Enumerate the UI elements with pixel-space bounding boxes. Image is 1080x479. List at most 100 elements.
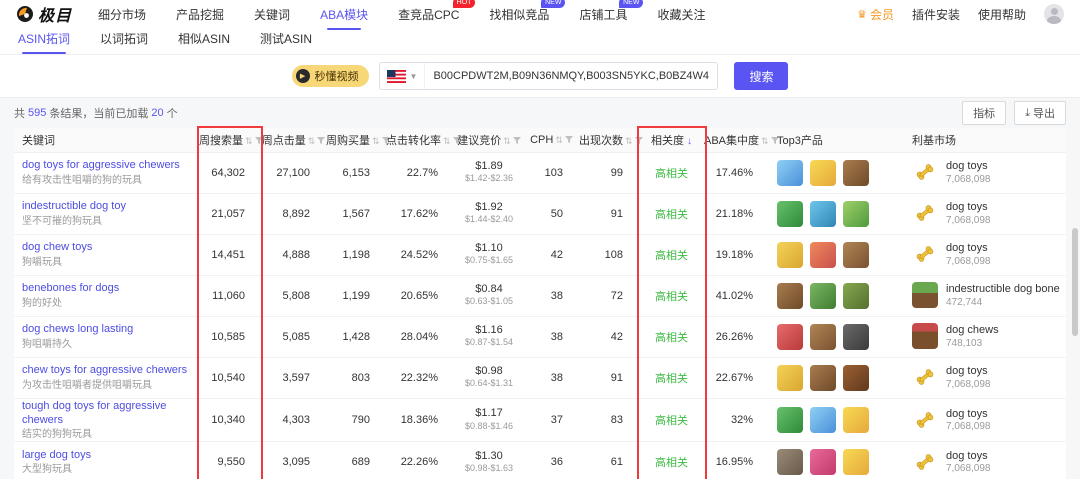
product-thumbnail[interactable] [843,364,869,391]
niche-market-item[interactable]: dog toys 7,068,098 [912,159,1066,185]
product-thumbnail[interactable] [777,159,803,186]
nav-item-5[interactable]: 找相似竞品 NEW [489,0,566,23]
sort-icon[interactable]: ⇅ [307,135,316,146]
occurrences-value: 72 [579,275,639,317]
stats-loaded: 20 [151,107,164,119]
column-header-8[interactable]: 相关度 ↓ [639,128,704,153]
product-thumbnail[interactable] [777,406,803,433]
product-thumbnail[interactable] [777,449,803,476]
keyword-link[interactable]: indestructible dog toy [22,200,126,213]
nav-item-6[interactable]: 店铺工具 NEW [579,0,644,23]
column-header-5[interactable]: 建议竞价 ⇅ [454,128,524,153]
app-logo[interactable]: 极目 [16,2,72,26]
metrics-button[interactable]: 指标 [962,101,1007,125]
vertical-scrollbar-thumb[interactable] [1072,228,1078,336]
column-header-1[interactable]: 周搜索量 ⇅ [199,128,263,153]
tab-3[interactable]: 测试ASIN [260,32,313,46]
product-thumbnail[interactable] [810,241,836,268]
product-thumbnail[interactable] [843,200,869,227]
product-thumbnail[interactable] [810,449,836,476]
niche-market-item[interactable]: dog chews 748,103 [912,323,1066,350]
product-thumbnail[interactable] [777,241,803,268]
niche-product-image[interactable] [912,159,938,185]
product-thumbnail[interactable] [810,406,836,433]
column-header-7[interactable]: 出现次数 ⇅ [579,128,643,153]
product-thumbnail[interactable] [810,282,836,309]
keyword-link[interactable]: dog chew toys [22,241,93,254]
niche-count: 748,103 [946,337,983,349]
sort-icon[interactable]: ⇅ [625,135,633,146]
nav-item-4[interactable]: 查竞品CPC HOT [398,0,476,23]
product-thumbnail[interactable] [810,323,836,350]
column-header-3[interactable]: 周购买量 ⇅ [326,128,390,153]
product-thumbnail[interactable] [843,406,869,433]
member-link[interactable]: ♛ 会员 [857,6,894,23]
tab-2[interactable]: 相似ASIN [178,32,231,46]
column-label: ABA集中度 [704,134,760,147]
sort-icon[interactable]: ⇅ [443,135,451,146]
tutorial-video-button[interactable]: ▶ 秒懂视频 [291,65,369,87]
nav-item-3[interactable]: ABA模块 [320,7,369,30]
nav-item-7[interactable]: 收藏关注 [657,7,706,22]
help-link[interactable]: 使用帮助 [977,7,1026,22]
sort-icon[interactable]: ⇅ [372,135,380,146]
product-thumbnail[interactable] [810,200,836,227]
nav-item-2[interactable]: 关键词 [254,7,291,22]
nav-item-1[interactable]: 产品挖掘 [176,7,225,22]
niche-market-item[interactable]: dog toys 7,068,098 [912,200,1066,226]
niche-product-image[interactable] [912,407,938,433]
sort-icon[interactable]: ⇅ [761,135,769,146]
filter-icon[interactable] [254,136,263,145]
product-thumbnail[interactable] [777,282,803,309]
niche-product-image[interactable] [912,200,938,226]
product-thumbnail[interactable] [843,241,869,268]
keyword-link[interactable]: benebones for dogs [22,282,120,295]
product-thumbnail[interactable] [810,159,836,186]
product-thumbnail[interactable] [843,282,869,309]
filter-icon[interactable] [317,136,326,145]
keyword-link[interactable]: large dog toys [22,448,92,461]
keyword-link[interactable]: chew toys for aggressive chewers [22,364,188,377]
search-button[interactable]: 搜索 [734,62,789,90]
column-header-2[interactable]: 周点击量 ⇅ [261,128,326,153]
niche-market-item[interactable]: dog toys 7,068,098 [912,407,1066,433]
product-thumbnail[interactable] [843,449,869,476]
niche-market-item[interactable]: dog toys 7,068,098 [912,449,1066,475]
niche-product-image[interactable] [912,241,938,267]
tab-0[interactable]: ASIN拓词 [18,30,70,54]
column-header-6[interactable]: CPH ⇅ [524,128,579,153]
product-thumbnail[interactable] [810,364,836,391]
product-thumbnail[interactable] [777,364,803,391]
keyword-link[interactable]: dog chews long lasting [22,323,134,336]
tab-1[interactable]: 以词拓词 [100,32,149,46]
niche-product-image[interactable] [912,364,938,390]
product-thumbnail[interactable] [777,323,803,350]
keyword-link[interactable]: tough dog toys for aggressive chewers [22,399,167,426]
keyword-link[interactable]: dog toys for aggressive chewers [22,159,180,172]
bid-value: $1.17 [475,407,503,420]
filter-icon[interactable] [512,136,521,145]
column-header-9[interactable]: ABA集中度 ⇅ [704,128,779,153]
sort-icon[interactable]: ⇅ [503,135,511,146]
niche-product-image[interactable] [912,449,938,475]
nav-item-0[interactable]: 细分市场 [98,7,147,22]
product-thumbnail[interactable] [777,200,803,227]
sort-icon[interactable]: ⇅ [555,134,563,145]
product-thumbnail[interactable] [843,323,869,350]
export-button[interactable]: ⤓ 导出 [1014,101,1066,125]
niche-product-image[interactable] [912,282,938,309]
product-thumbnail[interactable] [843,159,869,186]
niche-market-item[interactable]: dog toys 7,068,098 [912,364,1066,390]
niche-market-item[interactable]: dog toys 7,068,098 [912,241,1066,267]
sort-desc-icon[interactable]: ↓ [687,135,692,147]
filter-icon[interactable] [564,135,573,144]
marketplace-select[interactable]: ▼ [380,63,426,89]
niche-market-item[interactable]: indestructible dog bone 472,744 [912,282,1066,309]
asin-search-input[interactable] [425,70,718,82]
plugin-install-link[interactable]: 插件安装 [911,7,960,22]
column-header-4[interactable]: 点击转化率 ⇅ [386,128,461,153]
filter-icon[interactable] [634,136,643,145]
niche-product-image[interactable] [912,323,938,350]
sort-icon[interactable]: ⇅ [245,135,253,146]
user-avatar[interactable] [1044,4,1064,24]
